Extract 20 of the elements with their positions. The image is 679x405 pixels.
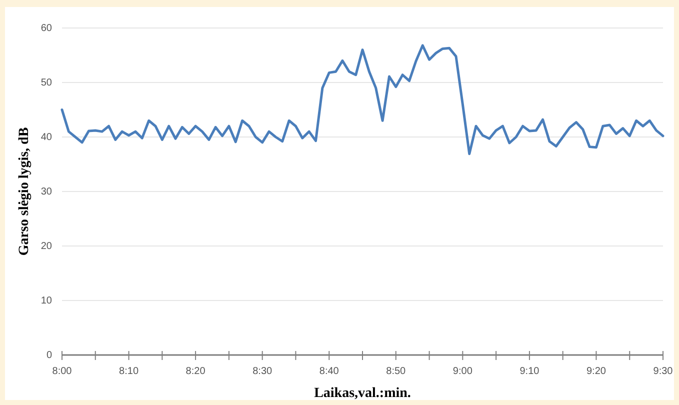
- x-axis-title: Laikas,val.:min.: [314, 386, 411, 401]
- x-tick-label: 9:20: [586, 366, 606, 377]
- x-tick-label: 9:10: [520, 366, 540, 377]
- y-tick-label: 10: [40, 296, 52, 307]
- y-axis-title: Garso slėgio lygis, dB: [17, 127, 32, 256]
- x-tick-label: 8:30: [252, 366, 272, 377]
- y-tick-label: 20: [40, 241, 52, 252]
- x-tick-label: 8:10: [119, 366, 139, 377]
- y-tick-label: 30: [40, 186, 52, 198]
- y-tick-label: 60: [40, 23, 52, 34]
- y-tick-label: 50: [40, 78, 52, 89]
- x-tick-label: 9:30: [653, 366, 674, 377]
- x-tick-label: 8:00: [52, 366, 72, 377]
- x-tick-label: 8:20: [186, 366, 206, 377]
- y-tick-label: 40: [40, 132, 52, 144]
- x-tick-label: 8:50: [386, 366, 406, 377]
- line-series: [60, 44, 664, 156]
- x-tick-label: 8:40: [319, 366, 340, 377]
- x-tick-label: 9:00: [452, 366, 473, 377]
- y-tick-label: 0: [46, 350, 52, 362]
